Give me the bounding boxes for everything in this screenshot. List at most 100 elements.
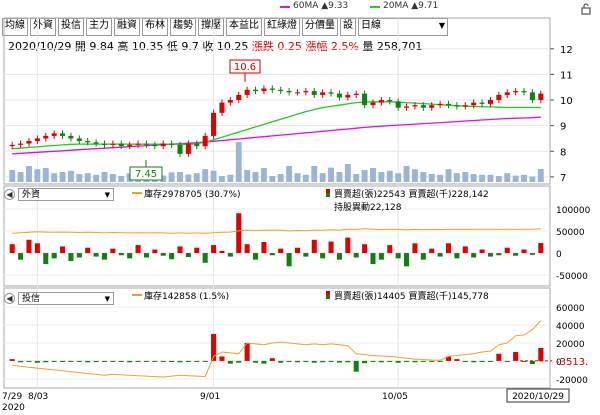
foreign-bar [311,239,317,254]
foreign-bar [143,253,149,258]
current-date-label: 2020/10/29 [512,392,564,402]
candle-body [521,91,527,93]
info-high: 高 10.35 [117,40,164,53]
volume-bar [244,170,251,182]
volume-bar [294,173,301,182]
candle-body [320,92,326,95]
candle-body [211,112,217,136]
volume-bar [160,175,167,182]
trust-bar [143,360,149,362]
trust-bar [43,360,49,363]
candle-body [420,105,426,108]
lock-icon[interactable] [580,3,592,15]
trust-bar [429,360,435,362]
date-label-oct: 10/05 [382,392,408,402]
ohlc-info: 2020/10/29 開 9.84 高 10.35 低 9.7 收 10.25 … [8,38,422,54]
candle-body [387,100,393,102]
trust-bar [370,360,376,362]
candle-body [34,138,40,142]
foreign-bar [185,253,191,258]
foreign-bar [336,253,342,260]
ma20-legend: 20MA ▲9.71 [383,1,439,11]
candle-body [278,89,284,92]
foreign-panel-select[interactable]: 外資 ▼ [18,188,114,201]
candle-body [219,102,225,113]
trust-bar [261,360,267,364]
candle-body [60,133,66,136]
foreign-bar [43,253,49,265]
volume-bar [445,169,452,182]
chevron-down-icon: ▼ [438,21,445,30]
volume-bar [428,174,435,182]
trust-bar [286,360,292,362]
candle-body [93,142,99,144]
volume-bar [512,175,519,182]
trust-bar [387,360,393,362]
foreign-bar [261,242,267,254]
candle-body [496,94,502,101]
foreign-bar [211,245,217,254]
volume-bar [84,173,91,182]
volume-bar [403,166,410,182]
foreign-select-value: 外資 [22,190,41,200]
low-annotation: 7.45 [135,169,157,180]
candle-body [362,93,368,106]
foreign-bar [269,253,275,256]
trust-bar [219,356,225,361]
trust-bar [101,360,108,362]
trust-collapse-icon[interactable]: ◀ [4,293,15,304]
trust-bar [336,360,342,363]
volume-bar [219,176,225,182]
foreign-bar [412,243,418,254]
candle-body [76,138,82,142]
volume-bar [67,170,74,182]
trust-bar [152,360,158,362]
trust-tick-label: 0 [556,358,562,368]
price-tick-label: 9 [560,122,566,133]
foreign-bar [529,253,535,255]
foreign-bar [85,247,91,254]
foreign-change-label: 持股異動22,128 [334,201,402,213]
candle-body [194,143,200,147]
trust-bar [227,360,233,364]
candle-body [169,143,175,145]
foreign-bar [278,248,284,254]
foreign-bar [177,246,183,254]
trust-buysell-label: 買賣超(張)14405 買賣超(千)145,778 [334,290,489,302]
price-tick-label: 8 [560,147,566,158]
foreign-collapse-icon[interactable]: ◀ [4,189,15,200]
foreign-bar [345,237,351,254]
trust-panel-select[interactable]: 投信 ▼ [18,292,114,305]
price-tick-label: 7 [560,173,566,184]
foreign-panel-frame [3,185,551,287]
volume-bar [227,174,234,182]
info-date: 2020/10/29 [8,40,72,53]
candle-body [253,89,259,92]
foreign-bar [152,249,158,254]
date-label-start: 7/29 [2,392,22,402]
volume-bar [386,170,393,182]
candle-body [127,144,133,147]
foreign-bar [353,253,359,258]
candle-body [43,135,49,139]
candle-body [529,92,535,101]
ma20-line [12,101,541,150]
trust-bar [60,360,66,362]
foreign-bar [404,253,410,267]
candle-body [85,141,91,143]
trust-bar [185,360,191,362]
volume-bar [286,166,293,182]
candle-body [487,100,493,104]
foreign-bar [26,239,32,254]
foreign-bar [219,250,225,254]
volume-bar [319,173,326,182]
candle-body [143,143,149,145]
candle-body [412,105,418,107]
trust-bar [529,360,535,365]
foreign-bar [362,244,368,254]
ma60-legend: 60MA ▲9.33 [293,1,349,11]
volume-bar [51,173,58,182]
foreign-bar [76,253,82,258]
